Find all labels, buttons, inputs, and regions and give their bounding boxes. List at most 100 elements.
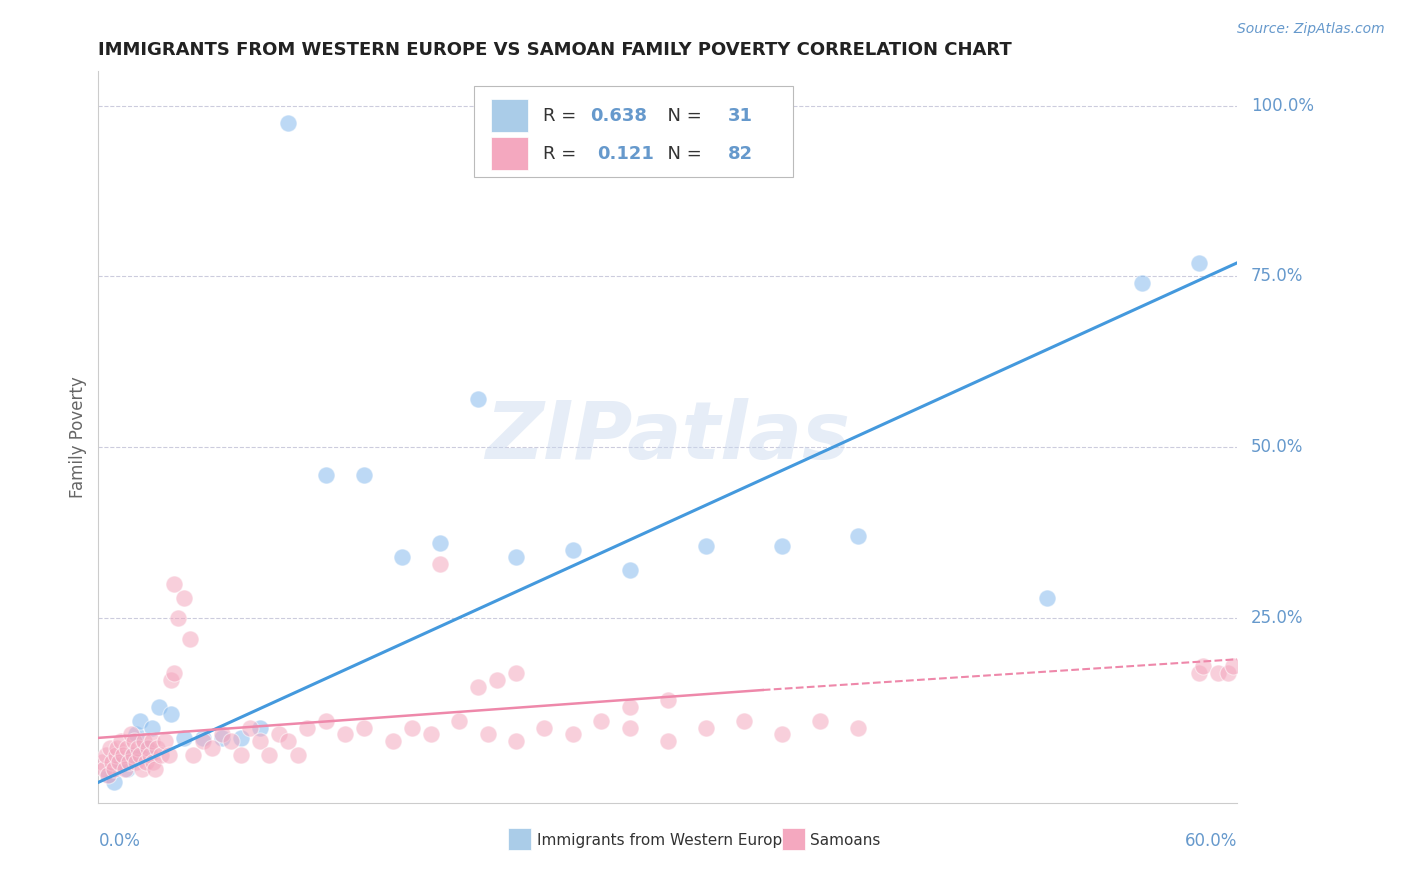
Text: N =: N = [657, 145, 709, 163]
Point [129, 714, 152, 728]
Text: Immigrants from Western Europe: Immigrants from Western Europe [537, 832, 792, 847]
Point [110, 734, 132, 748]
Point [562, 542, 585, 557]
Point [505, 549, 527, 564]
Point [619, 721, 641, 735]
Point [846, 529, 869, 543]
Point [103, 762, 125, 776]
FancyBboxPatch shape [491, 137, 527, 169]
Point [135, 755, 157, 769]
Point [108, 755, 131, 769]
Point [191, 734, 214, 748]
Point [112, 747, 135, 762]
Point [429, 557, 451, 571]
Text: 0.121: 0.121 [598, 145, 654, 163]
Point [163, 577, 186, 591]
Point [239, 721, 262, 735]
Point [695, 540, 717, 554]
Point [179, 632, 201, 646]
Point [138, 747, 160, 762]
Text: N =: N = [657, 107, 709, 125]
Point [100, 755, 122, 769]
Point [505, 665, 527, 680]
Point [419, 727, 441, 741]
Point [1188, 665, 1211, 680]
Point [173, 731, 195, 745]
Point [533, 721, 555, 735]
Text: 82: 82 [728, 145, 754, 163]
Point [846, 721, 869, 735]
Point [1036, 591, 1059, 605]
Point [167, 611, 190, 625]
Point [277, 734, 299, 748]
Point [808, 714, 831, 728]
Point [146, 741, 169, 756]
Point [391, 549, 413, 564]
Point [221, 734, 243, 748]
Point [486, 673, 509, 687]
Point [136, 741, 159, 756]
Point [467, 680, 489, 694]
Point [505, 734, 527, 748]
Point [157, 747, 180, 762]
Text: 0.0%: 0.0% [98, 832, 141, 850]
Point [619, 700, 641, 714]
Point [315, 714, 337, 728]
Point [120, 727, 142, 741]
Point [114, 762, 136, 776]
Point [315, 467, 337, 482]
Point [401, 721, 423, 735]
Point [121, 747, 143, 762]
Point [619, 563, 641, 577]
Point [191, 731, 214, 745]
Point [353, 721, 375, 735]
Point [115, 762, 138, 776]
Point [259, 747, 281, 762]
FancyBboxPatch shape [509, 829, 531, 850]
FancyBboxPatch shape [782, 829, 804, 850]
Point [148, 700, 170, 714]
Point [1188, 256, 1211, 270]
Point [429, 536, 451, 550]
FancyBboxPatch shape [491, 99, 527, 132]
Point [159, 673, 181, 687]
Point [150, 747, 173, 762]
Point [657, 693, 679, 707]
Point [124, 734, 146, 748]
Y-axis label: Family Poverty: Family Poverty [69, 376, 87, 498]
Point [145, 762, 167, 776]
Point [1216, 665, 1239, 680]
Point [127, 741, 149, 756]
Point [94, 747, 117, 762]
Point [733, 714, 755, 728]
Point [129, 747, 152, 762]
Point [107, 741, 129, 756]
Text: 25.0%: 25.0% [1251, 609, 1303, 627]
Point [91, 755, 114, 769]
Point [201, 741, 224, 756]
Point [173, 591, 195, 605]
Point [1132, 277, 1154, 291]
Point [142, 755, 165, 769]
Text: IMMIGRANTS FROM WESTERN EUROPE VS SAMOAN FAMILY POVERTY CORRELATION CHART: IMMIGRANTS FROM WESTERN EUROPE VS SAMOAN… [98, 41, 1012, 59]
Point [353, 467, 375, 482]
Point [132, 734, 155, 748]
Point [249, 734, 271, 748]
Point [103, 775, 125, 789]
Point [1192, 659, 1215, 673]
Point [591, 714, 613, 728]
Text: Samoans: Samoans [810, 832, 880, 847]
Point [770, 540, 793, 554]
Text: ZIPatlas: ZIPatlas [485, 398, 851, 476]
Point [229, 747, 252, 762]
Point [267, 727, 290, 741]
Point [449, 714, 471, 728]
Point [97, 768, 120, 782]
Point [104, 747, 127, 762]
Point [211, 727, 233, 741]
Text: 0.638: 0.638 [591, 107, 647, 125]
Point [115, 741, 138, 756]
Text: R =: R = [543, 145, 588, 163]
Point [1208, 665, 1230, 680]
Point [477, 727, 499, 741]
